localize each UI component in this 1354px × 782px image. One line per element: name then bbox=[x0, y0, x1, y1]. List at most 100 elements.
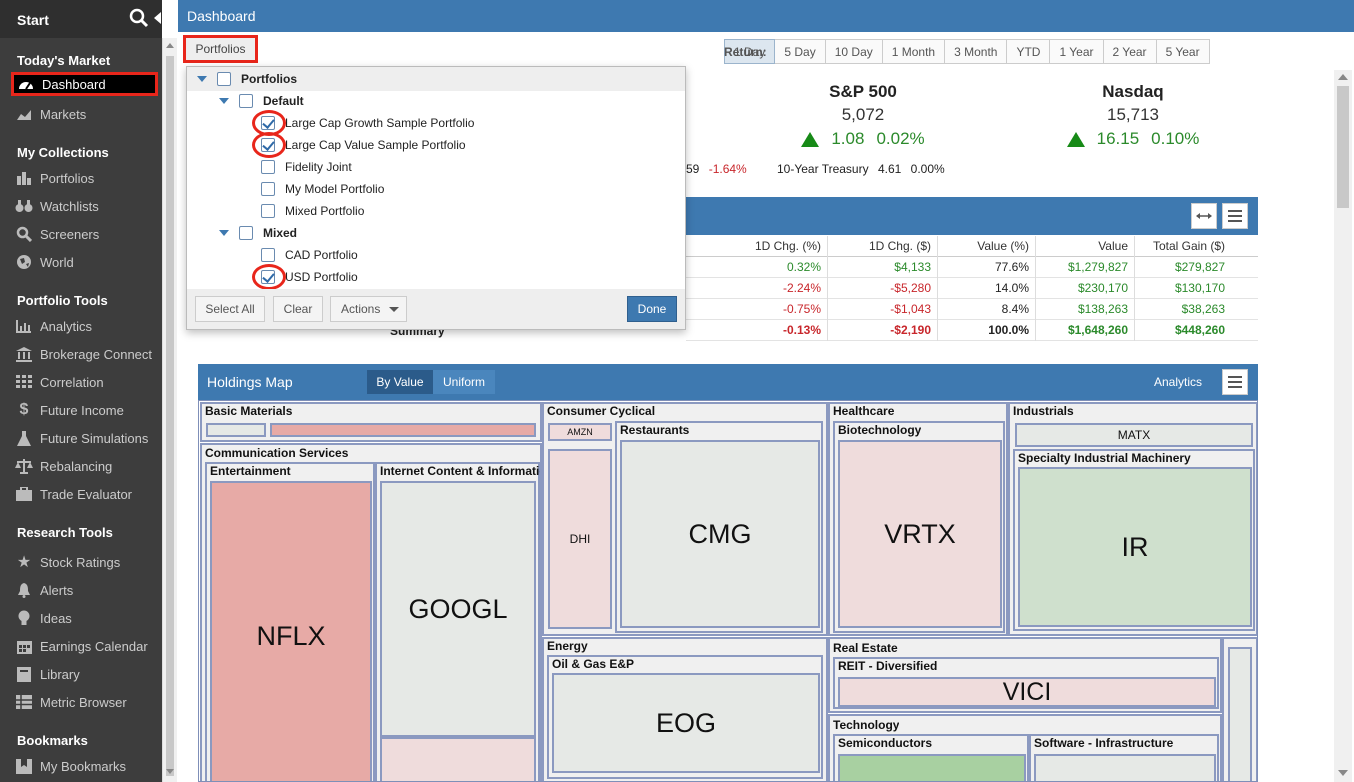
sidebar-item-metric-browser[interactable]: Metric Browser bbox=[12, 690, 158, 714]
content-scrollbar[interactable] bbox=[1334, 70, 1352, 782]
tree-group-default[interactable]: Default bbox=[219, 91, 304, 111]
holding-tile-vrtx[interactable]: VRTX bbox=[838, 440, 1002, 628]
scroll-up-arrow-icon[interactable] bbox=[166, 43, 174, 48]
sidebar-item-portfolios[interactable]: Portfolios bbox=[12, 166, 158, 190]
holding-tile-googl[interactable]: GOOGL bbox=[380, 481, 536, 737]
holding-tile-vici[interactable]: VICI bbox=[838, 677, 1216, 707]
tree-root-portfolios[interactable]: Portfolios bbox=[197, 69, 297, 89]
sidebar-item-correlation[interactable]: Correlation bbox=[12, 370, 158, 394]
sidebar-item-trade-evaluator[interactable]: Trade Evaluator bbox=[12, 482, 158, 506]
industry-reit[interactable]: REIT - Diversified VICI bbox=[833, 657, 1219, 709]
actions-button[interactable]: Actions bbox=[330, 296, 407, 322]
tree-item-large-cap-value[interactable]: Large Cap Value Sample Portfolio bbox=[261, 135, 466, 155]
select-all-button[interactable]: Select All bbox=[195, 296, 265, 322]
tree-item-cad[interactable]: CAD Portfolio bbox=[261, 245, 358, 265]
analytics-link[interactable]: Analytics bbox=[1153, 375, 1203, 389]
table-row[interactable]: 0.32% $4,133 77.6% $1,279,827 $279,827 bbox=[686, 256, 1258, 278]
period-1-month[interactable]: 1 Month bbox=[882, 39, 946, 64]
tree-group-mixed[interactable]: Mixed bbox=[219, 223, 297, 243]
sidebar-item-dashboard[interactable]: Dashboard bbox=[11, 72, 158, 96]
sidebar-item-markets[interactable]: Markets bbox=[12, 102, 158, 126]
sector-technology[interactable]: Technology Semiconductors Software - Inf… bbox=[828, 714, 1222, 781]
col-value-pct[interactable]: Value (%) bbox=[938, 235, 1036, 257]
sidebar-item-library[interactable]: Library bbox=[12, 662, 158, 686]
sector-other[interactable] bbox=[1222, 637, 1257, 781]
portfolios-button[interactable]: Portfolios bbox=[183, 35, 258, 63]
table-row[interactable]: -0.75% -$1,043 8.4% $138,263 $38,263 bbox=[686, 298, 1258, 320]
checkbox[interactable] bbox=[261, 248, 275, 262]
sidebar-item-screeners[interactable]: Screeners bbox=[12, 222, 158, 246]
sidebar-item-brokerage-connect[interactable]: Brokerage Connect bbox=[12, 342, 158, 366]
checkbox[interactable] bbox=[261, 182, 275, 196]
clear-button[interactable]: Clear bbox=[273, 296, 323, 322]
industry-biotechnology[interactable]: Biotechnology VRTX bbox=[833, 421, 1005, 633]
holding-tile[interactable] bbox=[206, 423, 266, 437]
sidebar-item-future-income[interactable]: $ Future Income bbox=[12, 398, 158, 422]
period-5-year[interactable]: 5 Year bbox=[1156, 39, 1210, 64]
col-1d-chg-pct[interactable]: 1D Chg. (%) bbox=[686, 235, 828, 257]
industry-semiconductors[interactable]: Semiconductors bbox=[833, 734, 1029, 781]
industry-specialty-machinery[interactable]: Specialty Industrial Machinery IR bbox=[1013, 449, 1255, 631]
sidebar-item-future-simulations[interactable]: Future Simulations bbox=[12, 426, 158, 450]
by-value-toggle[interactable]: By Value bbox=[367, 370, 433, 394]
col-total-gain[interactable]: Total Gain ($) bbox=[1152, 238, 1225, 253]
sector-consumer-cyclical[interactable]: Consumer Cyclical AMZN DHI Restaurants C… bbox=[542, 402, 828, 636]
checkbox[interactable] bbox=[261, 204, 275, 218]
tree-item-large-cap-growth[interactable]: Large Cap Growth Sample Portfolio bbox=[261, 113, 474, 133]
holding-tile-nflx[interactable]: NFLX bbox=[210, 481, 372, 781]
collapse-sidebar-icon[interactable] bbox=[154, 12, 161, 24]
holding-tile[interactable] bbox=[838, 754, 1026, 781]
industry-software-infrastructure[interactable]: Software - Infrastructure bbox=[1029, 734, 1219, 781]
index-sp500[interactable]: S&P 500 5,072 1.08 0.02% bbox=[783, 82, 943, 149]
industry-restaurants[interactable]: Restaurants CMG bbox=[615, 421, 823, 633]
sidebar-item-earnings-calendar[interactable]: Earnings Calendar bbox=[12, 634, 158, 658]
checkbox[interactable] bbox=[239, 94, 253, 108]
sector-energy[interactable]: Energy Oil & Gas E&P EOG bbox=[542, 637, 828, 781]
expand-horizontal-icon[interactable] bbox=[1191, 203, 1217, 229]
sector-real-estate[interactable]: Real Estate REIT - Diversified VICI bbox=[828, 637, 1222, 713]
period-2-year[interactable]: 2 Year bbox=[1103, 39, 1157, 64]
sector-industrials[interactable]: Industrials MATX Specialty Industrial Ma… bbox=[1008, 402, 1257, 636]
table-row[interactable]: -2.24% -$5,280 14.0% $230,170 $130,170 bbox=[686, 277, 1258, 299]
scroll-down-arrow-icon[interactable] bbox=[1338, 770, 1348, 776]
sidebar-scrollbar[interactable] bbox=[162, 38, 177, 782]
uniform-toggle[interactable]: Uniform bbox=[433, 370, 495, 394]
sector-communication-services[interactable]: Communication Services Entertainment NFL… bbox=[200, 443, 542, 781]
ticker-treasury[interactable]: 10-Year Treasury 4.61 0.00% bbox=[777, 162, 945, 176]
search-icon[interactable] bbox=[129, 8, 149, 28]
period-10-day[interactable]: 10 Day bbox=[825, 39, 883, 64]
holding-tile[interactable] bbox=[270, 423, 536, 437]
holding-tile[interactable] bbox=[1228, 647, 1252, 781]
holding-tile[interactable] bbox=[380, 737, 536, 781]
expand-caret-icon[interactable] bbox=[219, 230, 229, 236]
scrollbar-thumb[interactable] bbox=[1337, 86, 1349, 208]
col-1d-chg-usd[interactable]: 1D Chg. ($) bbox=[828, 235, 938, 257]
period-1-year[interactable]: 1 Year bbox=[1050, 39, 1104, 64]
sidebar-item-analytics[interactable]: Analytics bbox=[12, 314, 158, 338]
holding-tile-ir[interactable]: IR bbox=[1018, 467, 1252, 627]
industry-entertainment[interactable]: Entertainment NFLX bbox=[205, 462, 375, 781]
done-button[interactable]: Done bbox=[627, 296, 677, 322]
checkbox[interactable] bbox=[261, 160, 275, 174]
sidebar-item-watchlists[interactable]: Watchlists bbox=[12, 194, 158, 218]
period-1-day[interactable]: 1 Day bbox=[724, 39, 776, 64]
period-5-day[interactable]: 5 Day bbox=[775, 39, 826, 64]
period-ytd[interactable]: YTD bbox=[1007, 39, 1051, 64]
tree-item-fidelity-joint[interactable]: Fidelity Joint bbox=[261, 157, 352, 177]
expand-caret-icon[interactable] bbox=[219, 98, 229, 104]
holding-tile-eog[interactable]: EOG bbox=[552, 673, 820, 773]
checkbox[interactable] bbox=[217, 72, 231, 86]
expand-caret-icon[interactable] bbox=[197, 76, 207, 82]
holding-tile-amzn[interactable]: AMZN bbox=[548, 423, 612, 441]
holding-tile[interactable] bbox=[1034, 754, 1216, 781]
industry-oil-gas[interactable]: Oil & Gas E&P EOG bbox=[547, 655, 823, 779]
sidebar-item-my-bookmarks[interactable]: My Bookmarks bbox=[12, 754, 158, 778]
tree-item-my-model[interactable]: My Model Portfolio bbox=[261, 179, 384, 199]
period-3-month[interactable]: 3 Month bbox=[945, 39, 1008, 64]
industry-internet-content[interactable]: Internet Content & Information GOOGL bbox=[375, 462, 540, 781]
sidebar-item-world[interactable]: World bbox=[12, 250, 158, 274]
sector-healthcare[interactable]: Healthcare Biotechnology VRTX bbox=[828, 402, 1008, 636]
holding-tile-dhi[interactable]: DHI bbox=[548, 449, 612, 629]
tree-item-mixed-portfolio[interactable]: Mixed Portfolio bbox=[261, 201, 364, 221]
scrollbar-thumb[interactable] bbox=[166, 56, 174, 776]
